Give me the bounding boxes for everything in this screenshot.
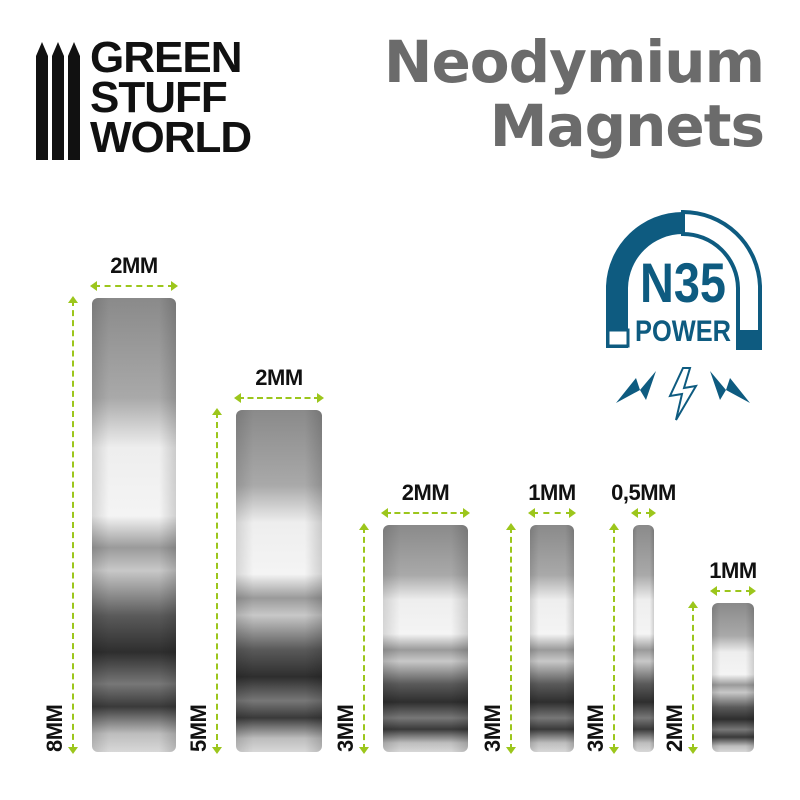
brand-line: WORLD [90, 113, 252, 162]
width-dimension-arrow [710, 586, 756, 596]
height-dimension-arrow [359, 523, 369, 754]
badge-grade: N35 [640, 251, 726, 314]
brand-name: GREEN STUFF WORLD [90, 33, 252, 162]
pencils-icon [36, 42, 80, 160]
magnet [530, 525, 574, 752]
badge-label: POWER [635, 315, 731, 348]
width-label: 2MM [110, 253, 158, 278]
height-label: 5MM [186, 704, 211, 752]
n35-power-badge: N35 POWER [606, 209, 762, 421]
width-label: 1MM [709, 558, 757, 583]
width-label: 1MM [528, 480, 576, 505]
magnet [92, 298, 176, 752]
height-dimension-arrow [506, 523, 516, 754]
height-dimension-arrow [609, 523, 619, 754]
height-dimension-arrow [688, 601, 698, 754]
width-dimension-arrow [381, 508, 470, 518]
magnet [236, 410, 322, 752]
width-dimension-arrow [90, 281, 178, 291]
title-line-1: Neodymium [383, 28, 765, 96]
magnet [712, 603, 754, 752]
width-dimension-arrow [234, 393, 324, 403]
height-dimension-arrow [212, 408, 222, 754]
width-dimension-arrow [528, 508, 576, 518]
brand-line: GREEN [90, 33, 242, 82]
width-dimension-arrow [631, 508, 656, 518]
height-label: 2MM [662, 704, 687, 752]
brand-line: STUFF [90, 73, 228, 122]
magnet [633, 525, 654, 752]
magnet [383, 525, 468, 752]
width-label: 2MM [255, 365, 303, 390]
brand-logo: GREEN STUFF WORLD [36, 33, 252, 162]
height-label: 8MM [42, 704, 67, 752]
width-label: 0,5MM [611, 480, 676, 505]
height-label: 3MM [333, 704, 358, 752]
title-line-2: Magnets [489, 92, 765, 160]
height-label: 3MM [480, 704, 505, 752]
height-dimension-arrow [68, 296, 78, 754]
height-label: 3MM [583, 704, 608, 752]
width-label: 2MM [401, 480, 450, 505]
page-title: Neodymium Magnets [383, 28, 765, 160]
horseshoe-magnet-lightning-icon [606, 209, 762, 421]
